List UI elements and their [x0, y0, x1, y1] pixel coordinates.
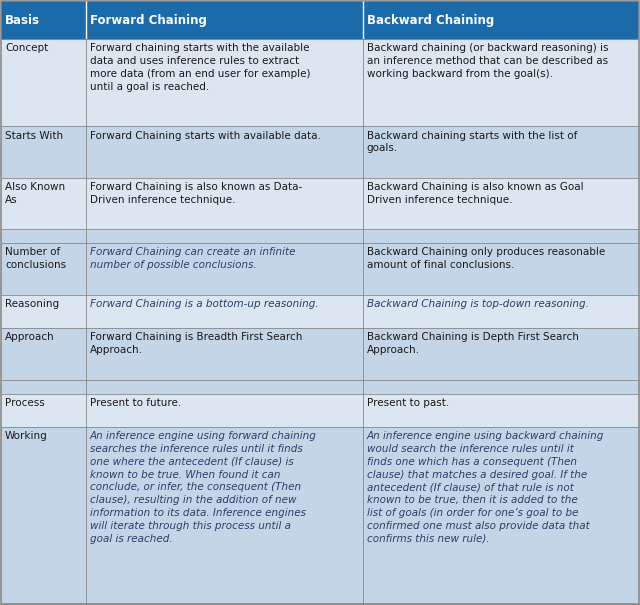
Text: Forward Chaining is a bottom-up reasoning.: Forward Chaining is a bottom-up reasonin… [90, 299, 318, 309]
Text: Backward Chaining: Backward Chaining [367, 13, 494, 27]
Bar [86, 328, 363, 380]
Text: Backward Chaining is Depth First Search
Approach.: Backward Chaining is Depth First Search … [367, 332, 579, 355]
Bar [363, 243, 639, 295]
Text: Backward chaining starts with the list of
goals.: Backward chaining starts with the list o… [367, 131, 577, 154]
Bar [86, 229, 363, 243]
Bar [86, 126, 363, 178]
Text: Forward Chaining is also known as Data-
Driven inference technique.: Forward Chaining is also known as Data- … [90, 182, 302, 205]
Text: Forward Chaining is Breadth First Search
Approach.: Forward Chaining is Breadth First Search… [90, 332, 302, 355]
Bar [86, 243, 363, 295]
Bar [86, 393, 363, 427]
Bar [86, 427, 363, 604]
Bar [86, 178, 363, 229]
Bar [86, 295, 363, 328]
Bar [1, 126, 86, 178]
Bar [1, 229, 86, 243]
Bar [1, 39, 86, 126]
Text: Forward Chaining can create an infinite
number of possible conclusions.: Forward Chaining can create an infinite … [90, 247, 295, 270]
Bar [363, 427, 639, 604]
Bar [86, 380, 363, 393]
Bar [86, 1, 363, 39]
Text: Backward chaining (or backward reasoning) is
an inference method that can be des: Backward chaining (or backward reasoning… [367, 44, 609, 79]
Text: Reasoning: Reasoning [5, 299, 59, 309]
Text: Present to future.: Present to future. [90, 397, 181, 408]
Bar [1, 380, 86, 393]
Bar [363, 393, 639, 427]
Text: Forward Chaining: Forward Chaining [90, 13, 207, 27]
Text: Also Known
As: Also Known As [5, 182, 65, 205]
Bar [1, 243, 86, 295]
Bar [363, 380, 639, 393]
Bar [363, 39, 639, 126]
Bar [1, 178, 86, 229]
Bar [1, 1, 86, 39]
Bar [1, 393, 86, 427]
Text: Concept: Concept [5, 44, 48, 53]
Bar [363, 178, 639, 229]
Text: Present to past.: Present to past. [367, 397, 449, 408]
Bar [86, 39, 363, 126]
Text: Backward Chaining is top-down reasoning.: Backward Chaining is top-down reasoning. [367, 299, 589, 309]
Bar [1, 328, 86, 380]
Text: Forward Chaining starts with available data.: Forward Chaining starts with available d… [90, 131, 321, 140]
Bar [363, 1, 639, 39]
Bar [363, 229, 639, 243]
Bar [363, 328, 639, 380]
Text: Starts With: Starts With [5, 131, 63, 140]
Text: Working: Working [5, 431, 48, 441]
Bar [1, 295, 86, 328]
Bar [363, 126, 639, 178]
Text: Basis: Basis [5, 13, 40, 27]
Text: An inference engine using backward chaining
would search the inference rules unt: An inference engine using backward chain… [367, 431, 604, 543]
Text: Approach: Approach [5, 332, 54, 342]
Text: Number of
conclusions: Number of conclusions [5, 247, 66, 270]
Bar [363, 295, 639, 328]
Text: Backward Chaining is also known as Goal
Driven inference technique.: Backward Chaining is also known as Goal … [367, 182, 584, 205]
Text: Backward Chaining only produces reasonable
amount of final conclusions.: Backward Chaining only produces reasonab… [367, 247, 605, 270]
Text: An inference engine using forward chaining
searches the inference rules until it: An inference engine using forward chaini… [90, 431, 317, 543]
Text: Process: Process [5, 397, 45, 408]
Bar [1, 427, 86, 604]
Text: Forward chaining starts with the available
data and uses inference rules to extr: Forward chaining starts with the availab… [90, 44, 310, 92]
